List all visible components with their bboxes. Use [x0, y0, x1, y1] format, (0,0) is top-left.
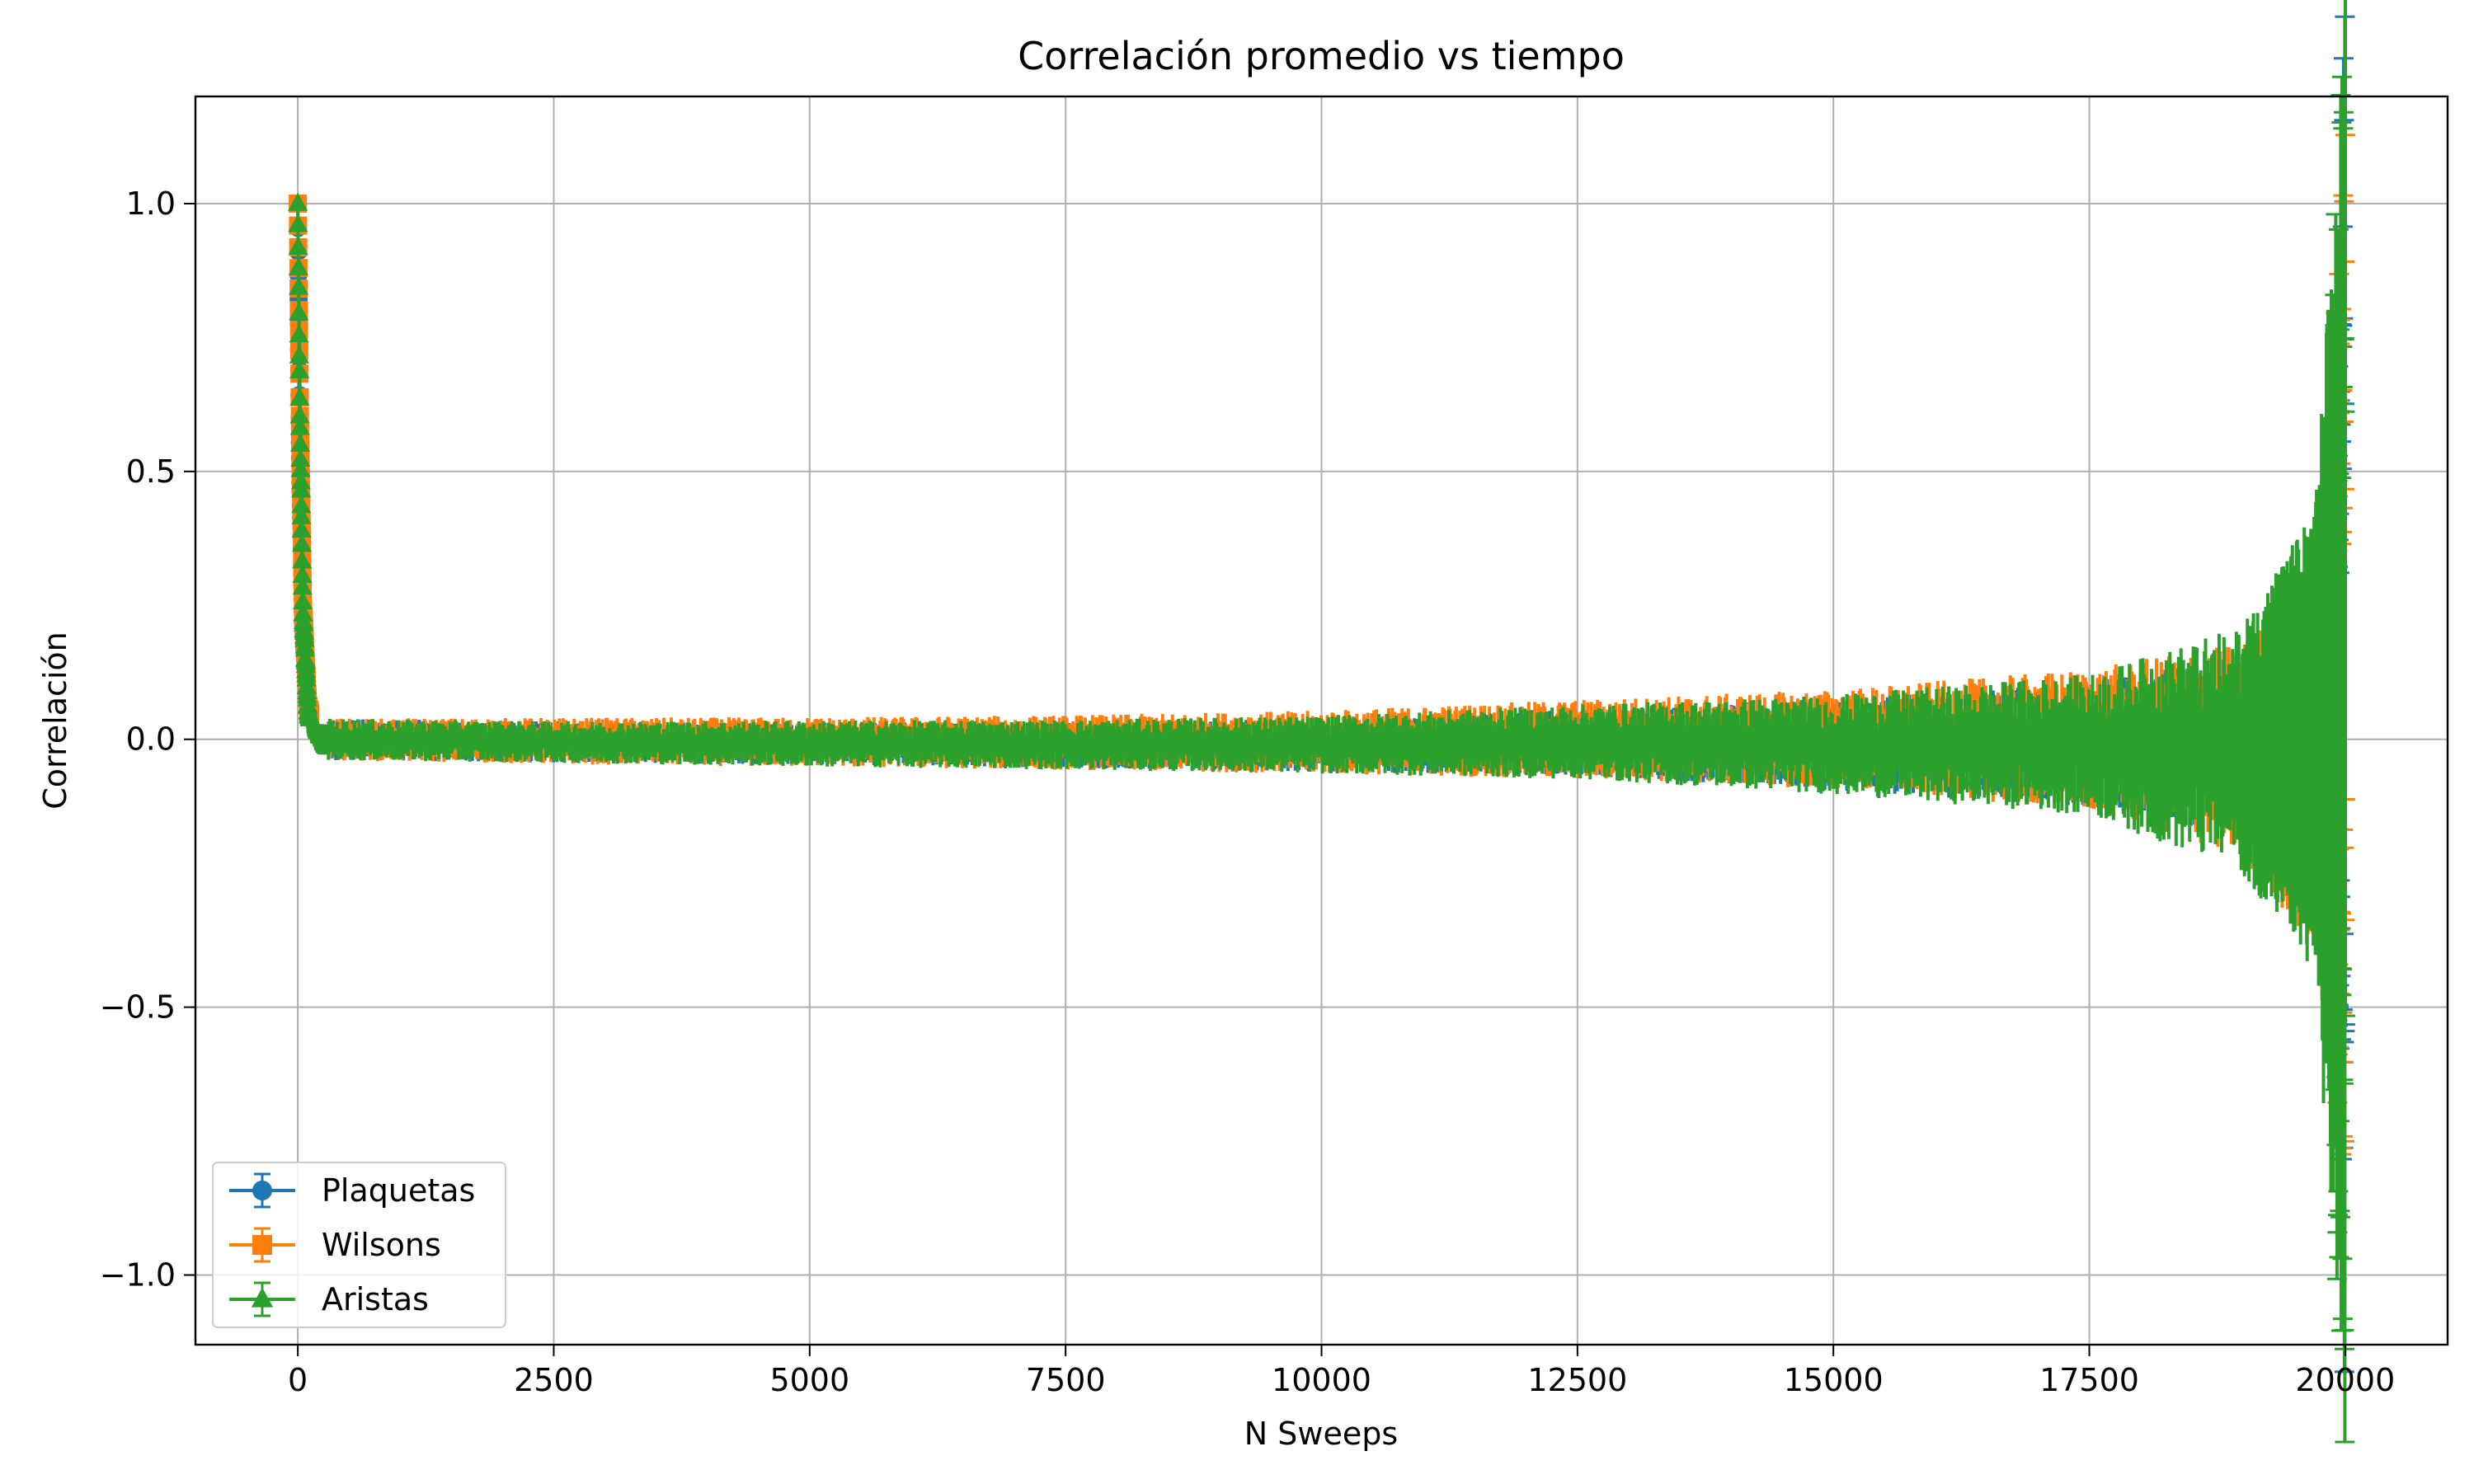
legend: Plaquetas Wilsons Aristas [212, 1162, 506, 1328]
legend-label: Plaquetas [322, 1172, 475, 1209]
legend-label: Aristas [322, 1281, 429, 1317]
x-tick-label: 17500 [2039, 1362, 2139, 1398]
x-tick-label: 0 [288, 1362, 308, 1398]
x-axis-title: N Sweeps [1244, 1416, 1398, 1452]
y-axis: 1.0 0.5 0.0 −0.5 −1.0 [100, 186, 195, 1294]
y-axis-title: Correlación [37, 632, 73, 810]
legend-entry-wilsons: Wilsons [229, 1227, 441, 1263]
x-tick-label: 10000 [1272, 1362, 1371, 1398]
data-marker [289, 387, 310, 406]
data-marker [290, 448, 311, 467]
data-marker [290, 458, 311, 477]
data-marker [292, 591, 313, 610]
data-marker [292, 565, 313, 584]
y-tick-label: 1.0 [126, 186, 176, 222]
data-marker [288, 236, 308, 255]
data-marker [299, 707, 321, 726]
data-marker [288, 214, 308, 232]
x-tick-label: 2500 [514, 1362, 594, 1398]
error-caps [2325, 75, 2355, 1444]
data-marker [292, 533, 313, 552]
data-marker [291, 519, 312, 538]
y-tick-label: 0.5 [126, 453, 176, 490]
data-marker [292, 576, 313, 595]
x-tick-label: 15000 [1784, 1362, 1884, 1398]
data-marker [292, 550, 313, 569]
data-marker [290, 434, 311, 453]
data-marker [289, 324, 309, 343]
series-markers [288, 192, 321, 726]
series-aristas [288, 0, 2355, 1444]
data-marker [289, 345, 309, 364]
legend-box [212, 1162, 506, 1328]
series-layer [288, 0, 2355, 1444]
data-marker [294, 638, 315, 657]
data-marker [289, 302, 309, 321]
x-tick-label: 12500 [1527, 1362, 1627, 1398]
error-cap-path [2325, 75, 2355, 1444]
x-axis: 0 2500 5000 7500 10000 12500 15000 17500 20000 [288, 1345, 2395, 1398]
data-marker [291, 495, 312, 514]
y-tick-label: 0.0 [126, 721, 176, 758]
data-marker [289, 276, 309, 295]
x-tick-label: 5000 [769, 1362, 849, 1398]
data-marker [291, 479, 312, 498]
data-marker [288, 192, 308, 211]
y-tick-label: −1.0 [100, 1257, 176, 1294]
series-line [296, 203, 2347, 928]
legend-marker [251, 1287, 274, 1308]
data-marker [289, 360, 310, 379]
legend-marker [252, 1181, 272, 1200]
data-marker [289, 416, 310, 435]
y-tick-label: −0.5 [100, 989, 176, 1026]
legend-entry-aristas: Aristas [229, 1281, 429, 1317]
data-marker [289, 405, 310, 424]
legend-entry-plaquetas: Plaquetas [229, 1172, 475, 1209]
data-marker [291, 505, 312, 524]
legend-label: Wilsons [322, 1227, 441, 1263]
x-tick-label: 20000 [2295, 1362, 2395, 1398]
chart-title: Correlación promedio vs tiempo [1018, 34, 1625, 78]
legend-marker [252, 1235, 272, 1255]
x-tick-label: 7500 [1026, 1362, 1106, 1398]
data-marker [288, 256, 308, 275]
